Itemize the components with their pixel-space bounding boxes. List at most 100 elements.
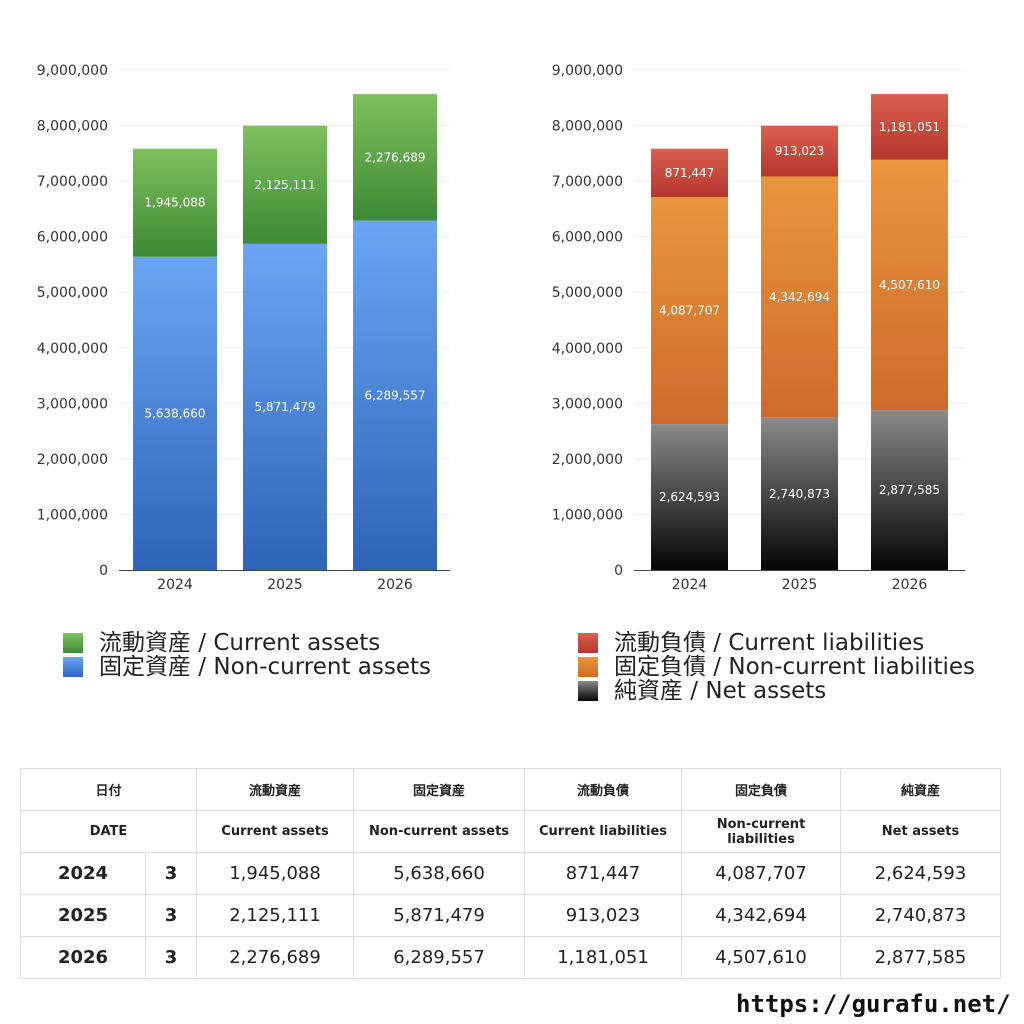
data-label: 2,877,585 [879,483,940,497]
y-tick-label: 1,000,000 [552,507,623,523]
assets-chart: 0 1,000,000 2,000,000 3,000,000 4,000,000 5,0… [37,63,450,593]
data-label: 5,871,479 [254,400,315,414]
y-tick-label: 6,000,000 [552,230,623,246]
bar-current-liabilities [651,148,728,198]
cell-net-assets: 2,740,873 [840,894,1002,937]
balance-table: 日付 流動資産 固定資産 流動負債 固定負債 純資産 DATE Current … [19,768,1002,979]
cell-noncurrent-liabilities: 4,342,694 [681,894,842,937]
y-tick-label: 0 [99,563,108,579]
table-header-en: DATE Current assets Non-current assets C… [19,810,1002,853]
y-tick-label: 5,000,000 [552,285,623,301]
cell-noncurrent-assets: 5,871,479 [353,894,526,937]
bar-net-assets [761,417,838,570]
legend-item: 純資産 / Net assets [578,679,975,703]
table-row: 2025 3 2,125,111 5,871,479 913,023 4,342… [20,894,1002,937]
x-tick-label: 2024 [672,577,708,593]
cell-month: 3 [144,852,198,895]
bar-current-assets [133,148,217,257]
cell-noncurrent-assets: 5,638,660 [353,852,526,895]
bar-non-current-assets [353,220,437,570]
liabilities-legend: 流動負債 / Current liabilities 固定負債 / Non-cur… [578,631,975,703]
legend-swatch [63,633,83,653]
y-tick-label: 4,000,000 [552,341,623,357]
cell-year: 2025 [20,894,146,937]
x-tick-label: 2025 [782,577,818,593]
bar-current-liabilities [761,125,838,177]
data-label: 6,289,557 [364,388,425,402]
legend-item: 固定資産 / Non-current assets [63,655,431,679]
legend-label: 固定資産 / Non-current assets [99,654,432,680]
liabilities-netassets-chart: 0 1,000,000 2,000,000 3,000,000 4,000,000 5,0… [552,63,965,593]
cell-month: 3 [144,936,198,979]
header-noncurrent-liabilities-jp: 固定負債 [681,768,842,811]
y-tick-label: 8,000,000 [37,119,108,135]
legend-label: 流動負債 / Current liabilities [614,630,925,656]
site-url: https://gurafu.net/ [736,990,1011,1018]
data-label: 4,342,694 [769,290,830,304]
bar-non-current-liabilities [871,159,948,411]
legend-swatch [578,633,598,653]
bar-current-liabilities [871,94,948,160]
cell-noncurrent-assets: 6,289,557 [353,936,526,979]
data-label: 2,624,593 [659,490,720,504]
data-label: 4,507,610 [879,278,940,292]
data-label: 871,447 [665,166,715,180]
header-current-assets-en: Current assets [196,810,355,853]
y-tick-label: 4,000,000 [37,341,108,357]
header-current-liabilities-jp: 流動負債 [524,768,683,811]
y-tick-label: 3,000,000 [37,396,108,412]
data-label: 2,125,111 [254,178,315,192]
y-tick-label: 9,000,000 [552,63,623,79]
header-net-assets-en: Net assets [840,810,1002,853]
header-current-liabilities-en: Current liabilities [524,810,683,853]
bar-net-assets [651,424,728,570]
assets-legend: 流動資産 / Current assets 固定資産 / Non-current … [63,631,431,679]
table-header-jp: 日付 流動資産 固定資産 流動負債 固定負債 純資産 [19,768,1002,811]
legend-label: 純資産 / Net assets [614,678,827,704]
x-tick-label: 2026 [377,577,413,593]
cell-current-assets: 2,125,111 [196,894,355,937]
y-tick-label: 3,000,000 [552,396,623,412]
table-row: 2026 3 2,276,689 6,289,557 1,181,051 4,5… [20,936,1002,979]
y-tick-label: 2,000,000 [552,452,623,468]
header-noncurrent-assets-jp: 固定資産 [353,768,526,811]
bar-non-current-assets [243,243,327,571]
legend-item: 流動資産 / Current assets [63,631,431,655]
y-tick-label: 7,000,000 [552,174,623,190]
y-tick-label: 9,000,000 [37,63,108,79]
data-label: 2,276,689 [364,150,425,164]
data-label: 1,945,088 [144,196,205,210]
charts-canvas: 0 1,000,000 2,000,000 3,000,000 4,000,000 5,0… [37,63,965,593]
cell-current-assets: 2,276,689 [196,936,355,979]
cell-year: 2026 [20,936,146,979]
legend-swatch [63,657,83,677]
bar-current-assets [243,125,327,244]
header-current-assets-jp: 流動資産 [196,768,355,811]
y-tick-label: 0 [614,563,623,579]
cell-year: 2024 [20,852,146,895]
cell-noncurrent-liabilities: 4,087,707 [681,852,842,895]
header-noncurrent-liabilities-en: Non-current liabilities [681,810,842,853]
bar-non-current-liabilities [761,176,838,418]
header-date-jp: 日付 [19,768,198,811]
data-label: 913,023 [775,144,825,158]
bar-net-assets [871,410,948,570]
header-date-en: DATE [19,810,198,853]
cell-current-assets: 1,945,088 [196,852,355,895]
data-label: 5,638,660 [144,406,205,420]
data-label: 2,740,873 [769,487,830,501]
bar-non-current-liabilities [651,197,728,425]
header-noncurrent-assets-en: Non-current assets [353,810,526,853]
cell-net-assets: 2,624,593 [840,852,1002,895]
legend-swatch [578,681,598,701]
legend-swatch [578,657,598,677]
bar-non-current-assets [133,256,217,570]
cell-current-liabilities: 913,023 [524,894,683,937]
header-net-assets-jp: 純資産 [840,768,1002,811]
legend-item: 固定負債 / Non-current liabilities [578,655,975,679]
cell-current-liabilities: 871,447 [524,852,683,895]
bar-current-assets [353,94,437,221]
y-tick-label: 6,000,000 [37,230,108,246]
y-tick-label: 5,000,000 [37,285,108,301]
cell-month: 3 [144,894,198,937]
